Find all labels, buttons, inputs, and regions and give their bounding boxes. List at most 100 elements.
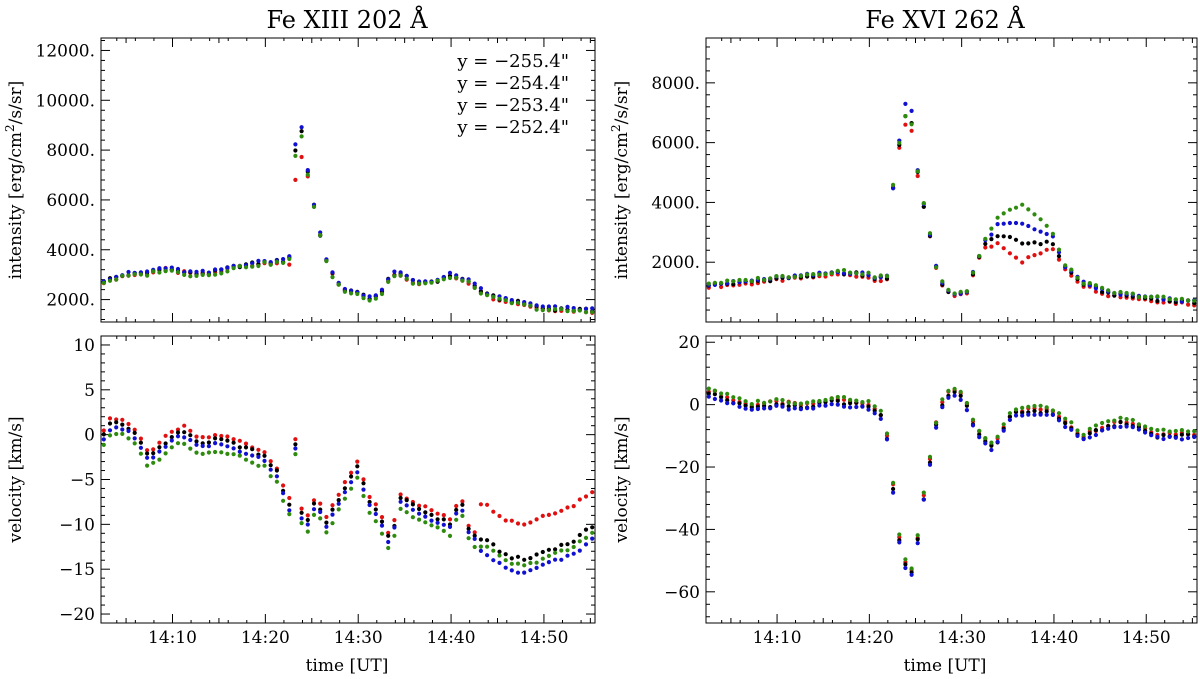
data-point (441, 528, 446, 534)
data-point (194, 442, 199, 447)
data-point (472, 285, 477, 290)
data-point (891, 490, 896, 495)
data-point (1001, 234, 1006, 239)
data-point (336, 282, 341, 287)
data-point (194, 269, 199, 274)
data-point (805, 272, 810, 277)
data-point (897, 540, 902, 545)
series-3 (706, 386, 1197, 571)
data-point (755, 275, 761, 281)
data-point (349, 474, 354, 479)
data-point (970, 417, 976, 422)
data-point (927, 231, 933, 236)
data-point (175, 430, 181, 435)
data-point (299, 134, 304, 139)
data-point (1063, 421, 1068, 426)
series-3 (706, 114, 1197, 303)
data-point (878, 408, 883, 413)
data-point (860, 272, 865, 277)
data-point (447, 270, 453, 275)
data-point (132, 436, 137, 441)
data-point (841, 268, 847, 273)
data-point (540, 562, 545, 567)
data-point (540, 513, 545, 519)
data-point (798, 407, 804, 412)
series-2 (706, 101, 1197, 304)
data-point (225, 438, 230, 443)
data-point (237, 449, 242, 454)
data-point (398, 499, 403, 504)
data-point (565, 304, 570, 309)
data-point (435, 525, 440, 530)
data-point (983, 245, 988, 250)
data-point (725, 398, 730, 403)
data-point (577, 532, 582, 538)
data-point (107, 428, 113, 433)
data-point (1136, 294, 1141, 300)
data-point (921, 204, 926, 209)
data-point (1081, 432, 1086, 437)
data-point (145, 448, 150, 453)
data-point (1100, 285, 1105, 290)
data-point (497, 553, 502, 558)
data-point (848, 405, 853, 410)
data-point (373, 296, 378, 301)
data-point (1044, 239, 1049, 244)
data-point (373, 293, 378, 298)
data-point (989, 232, 994, 237)
data-point (379, 519, 385, 524)
data-point (1013, 407, 1019, 412)
data-point (866, 404, 871, 409)
data-point (398, 492, 403, 497)
data-point (903, 562, 908, 567)
data-point (927, 454, 933, 459)
data-point (884, 437, 890, 442)
data-point (182, 441, 187, 446)
data-point (268, 459, 273, 464)
data-point (145, 269, 150, 274)
data-point (1093, 428, 1098, 433)
y-tick-label: 10000. (36, 91, 95, 111)
data-point (780, 404, 785, 409)
data-point (909, 566, 914, 571)
data-point (977, 435, 982, 440)
data-point (559, 508, 564, 513)
data-point (305, 513, 310, 518)
data-point (404, 273, 409, 278)
data-point (410, 281, 415, 286)
data-point (206, 435, 211, 440)
data-point (182, 272, 187, 277)
data-point (983, 241, 988, 246)
data-point (559, 548, 564, 553)
data-point (1173, 428, 1178, 434)
data-point (1044, 231, 1049, 237)
data-point (1087, 281, 1092, 286)
data-point (355, 475, 360, 480)
data-point (281, 257, 286, 262)
data-point (188, 428, 193, 433)
data-point (330, 270, 335, 275)
data-point (324, 259, 329, 264)
data-point (1136, 422, 1141, 427)
data-point (1075, 275, 1080, 280)
data-point (151, 460, 156, 465)
data-point (964, 408, 970, 413)
data-point (583, 310, 589, 315)
data-point (318, 233, 323, 238)
data-point (157, 445, 162, 450)
data-point (1173, 297, 1178, 302)
data-point (1161, 294, 1166, 299)
data-point (447, 275, 453, 281)
data-point (237, 453, 242, 458)
data-point (1013, 237, 1019, 242)
data-point (792, 401, 797, 406)
data-point (472, 533, 477, 538)
data-point (719, 284, 724, 290)
series-1 (706, 114, 1197, 306)
data-point (441, 513, 446, 518)
data-point (163, 441, 168, 446)
data-point (1179, 428, 1184, 433)
data-point (342, 496, 347, 501)
y-tick-label: −60 (664, 583, 700, 603)
y-axis-label: intensity [erg/cm2/s/sr] (3, 81, 26, 280)
